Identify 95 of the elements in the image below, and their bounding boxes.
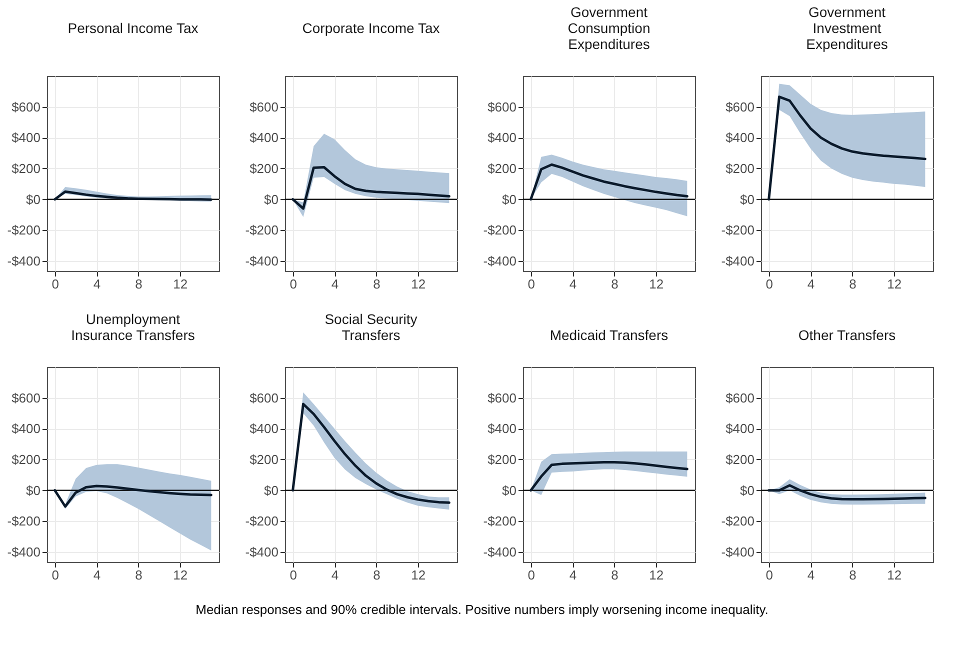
y-tick-label: $400 (12, 421, 40, 436)
x-tick-label: 0 (766, 276, 773, 292)
y-tick-label: $600 (250, 99, 278, 114)
y-tick-label: -$200 (483, 514, 516, 529)
x-tick-label: 0 (52, 568, 59, 582)
line-series (768, 484, 926, 501)
x-tick-label: 12 (887, 568, 902, 582)
x-tick-label: 4 (331, 276, 339, 292)
x-tick-label: 8 (849, 568, 856, 582)
y-tick-label: $600 (488, 99, 516, 114)
x-tick-label: 8 (135, 276, 142, 292)
y-tick-label: -$400 (7, 544, 40, 560)
y-tick-label: $400 (12, 130, 40, 146)
y-tick-label: -$400 (483, 544, 516, 560)
chart-title: Corporate Income Tax (302, 20, 440, 36)
y-tick-label: $200 (12, 160, 40, 176)
y-tick-label: -$200 (721, 514, 754, 529)
x-tick-label: 12 (887, 276, 902, 292)
y-tick-label: -$200 (7, 222, 40, 238)
line-series (292, 166, 450, 210)
x-tick-label: 12 (649, 276, 664, 292)
chart-title: Personal Income Tax (68, 20, 198, 36)
y-tick-label: -$400 (721, 253, 754, 268)
x-tick-label: 0 (528, 568, 535, 582)
x-tick-label: 4 (331, 568, 339, 582)
chart-title: Government Investment Expenditures (806, 4, 888, 52)
y-tick-label: -$200 (245, 222, 278, 238)
y-tick-label: -$200 (7, 514, 40, 529)
y-tick-label: $400 (250, 130, 278, 146)
y-tick-label: $400 (726, 130, 754, 146)
x-tick-label: 8 (611, 568, 618, 582)
y-tick-label: -$200 (721, 222, 754, 238)
x-tick-label: 0 (290, 276, 297, 292)
x-tick-label: 8 (611, 276, 618, 292)
y-tick-label: -$400 (245, 253, 278, 268)
y-tick-label: $200 (250, 160, 278, 176)
y-tick-label: -$200 (245, 514, 278, 529)
chart-title: Social Security Transfers (324, 311, 418, 343)
x-tick-label: 8 (135, 568, 142, 582)
chart-title: Government Consumption Expenditures (568, 4, 650, 52)
y-tick-label: $400 (488, 421, 516, 436)
y-tick-label: $0 (502, 192, 516, 207)
y-tick-label: $0 (740, 482, 754, 498)
y-tick-label: -$200 (483, 222, 516, 238)
text: Median responses and 90% credible intervals. Positive numbers imply worsening income inequality. (194, 602, 770, 617)
line-series (54, 484, 212, 508)
y-tick-label: $600 (250, 390, 278, 406)
y-tick-label: $400 (488, 130, 516, 146)
y-tick-label: $0 (264, 192, 278, 207)
y-tick-label: -$400 (245, 544, 278, 560)
y-tick-label: -$400 (721, 544, 754, 560)
x-tick-label: 8 (849, 276, 856, 292)
y-tick-label: $0 (264, 482, 278, 498)
x-tick-label: 8 (373, 568, 380, 582)
y-tick-label: $600 (12, 390, 40, 406)
y-tick-label: $0 (502, 482, 516, 498)
y-tick-label: $0 (26, 192, 40, 207)
x-tick-label: 4 (569, 276, 577, 292)
y-tick-label: $200 (726, 452, 754, 467)
y-tick-label: $400 (726, 421, 754, 436)
x-tick-label: 4 (93, 276, 101, 292)
x-tick-label: 4 (807, 276, 815, 292)
y-tick-label: $400 (250, 421, 278, 436)
chart-title: Unemployment Insurance Transfers (71, 311, 195, 343)
x-tick-label: 12 (173, 276, 188, 292)
y-tick-label: $200 (488, 160, 516, 176)
x-tick-label: 0 (766, 568, 773, 582)
y-tick-label: -$400 (483, 253, 516, 268)
x-tick-label: 4 (569, 568, 577, 582)
y-tick-label: $600 (488, 390, 516, 406)
x-tick-label: 8 (373, 276, 380, 292)
y-tick-label: $600 (726, 99, 754, 114)
line-series (530, 163, 688, 201)
x-tick-label: 12 (411, 276, 426, 292)
chart-title: Medicaid Transfers (550, 327, 668, 343)
y-tick-label: $600 (12, 99, 40, 114)
y-tick-label: -$400 (7, 253, 40, 268)
x-tick-label: 12 (411, 568, 426, 582)
y-tick-label: $200 (12, 452, 40, 467)
x-tick-label: 0 (52, 276, 59, 292)
chart-title: Other Transfers (798, 327, 896, 343)
x-tick-label: 0 (528, 276, 535, 292)
x-tick-label: 4 (93, 568, 101, 582)
y-tick-label: $0 (740, 192, 754, 207)
x-tick-label: 0 (290, 568, 297, 582)
y-tick-label: $200 (726, 160, 754, 176)
y-tick-label: $0 (26, 482, 40, 498)
y-tick-label: $200 (488, 452, 516, 467)
x-tick-label: 12 (649, 568, 664, 582)
x-tick-label: 12 (173, 568, 188, 582)
line-series (54, 190, 212, 201)
y-tick-label: $200 (250, 452, 278, 467)
x-tick-label: 4 (807, 568, 815, 582)
y-tick-label: $600 (726, 390, 754, 406)
line-series (530, 461, 688, 492)
